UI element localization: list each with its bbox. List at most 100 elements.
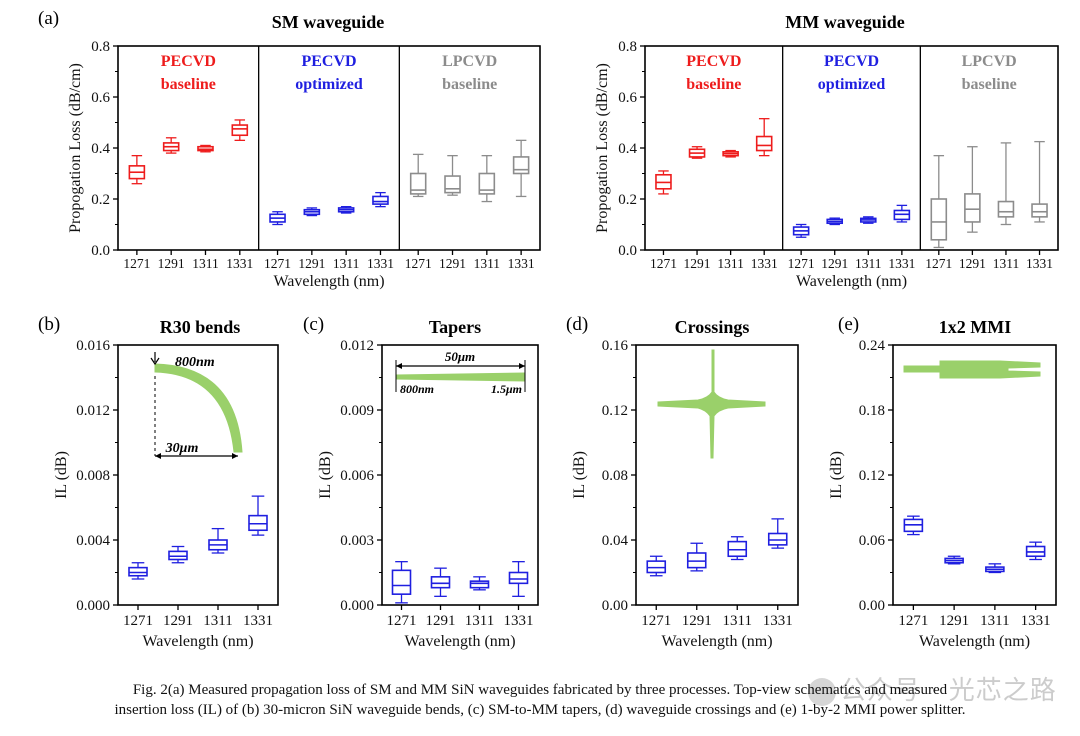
x-tick-label: 1291 (298, 256, 325, 271)
x-tick-label: 1271 (788, 256, 815, 271)
x-tick-label: 1291 (821, 256, 848, 271)
width-arrow (150, 352, 160, 366)
box-1271 (391, 561, 412, 604)
box-iqr (964, 193, 981, 223)
y-tick-label: 0.2 (618, 192, 637, 208)
box-1291 (686, 542, 707, 572)
wechat-icon (808, 677, 836, 706)
box-iqr (168, 550, 188, 561)
group-label-process: PECVD (161, 53, 216, 70)
chart-title: 1x2 MMI (939, 317, 1011, 337)
y-tick-label: 0.4 (91, 141, 110, 157)
box-iqr (372, 195, 389, 205)
panel-label: (b) (38, 314, 60, 335)
figure-caption: Fig. 2(a) Measured propagation loss of S… (0, 680, 1080, 720)
box-1291 (430, 567, 451, 597)
x-axis-label: Wavelength (nm) (919, 633, 1030, 650)
y-tick-label: 0.006 (340, 468, 374, 484)
y-tick-label: 0.012 (76, 403, 110, 419)
schematic-bend: 800nm 30μm (150, 352, 243, 459)
bend-waveguide (154, 363, 243, 453)
chart-title: SM waveguide (272, 12, 385, 32)
y-axis-label: IL (dB) (53, 451, 70, 499)
panel-label: (e) (838, 314, 859, 335)
box-1311 (208, 527, 228, 554)
chart-title: Tapers (429, 317, 481, 337)
x-tick-label: 1331 (243, 613, 273, 629)
box-iqr (646, 560, 667, 574)
y-tick-label: 0.4 (618, 141, 637, 157)
y-tick-label: 0.08 (602, 468, 628, 484)
x-tick-label: 1311 (203, 613, 232, 629)
y-axis-label: Propogation Loss (dB/cm) (67, 63, 84, 233)
plot-frame (892, 344, 1057, 606)
panel-label: (c) (303, 314, 324, 335)
y-tick-label: 0.016 (76, 338, 110, 354)
box-iqr (430, 576, 451, 589)
box-iqr (391, 569, 412, 595)
group-label-process: PECVD (301, 53, 356, 70)
chart-c: 0.000 0.003 0.006 0.009 0.012 Tapers (c) IL (dB… (303, 314, 539, 650)
box-optimized-1291 (826, 217, 844, 226)
x-tick-label: 1311 (723, 613, 752, 629)
x-tick-label: 1271 (650, 256, 677, 271)
group-label-variant: optimized (818, 76, 886, 93)
caption-line-2: insertion loss (IL) of (b) 30-micron SiN… (114, 702, 966, 718)
y-tick-label: 0.12 (602, 403, 628, 419)
mmi-splitter (903, 360, 1041, 379)
y-axis-label: IL (dB) (571, 451, 588, 499)
y-tick-label: 0.6 (618, 90, 637, 106)
x-tick-label: 1271 (123, 256, 150, 271)
box-iqr (930, 198, 948, 241)
schematic-taper: 50μm 800nm 1.5μm (395, 349, 526, 396)
plot-frame (117, 344, 279, 606)
y-tick-label: 0.009 (340, 403, 374, 419)
plot-frame (635, 344, 799, 606)
x-tick-label: 1271 (925, 256, 952, 271)
x-tick-label: 1311 (333, 256, 360, 271)
box-iqr (248, 514, 268, 532)
y-tick-label: 0.0 (91, 243, 110, 259)
taper-waveguide (395, 372, 526, 382)
box-iqr (767, 532, 788, 546)
group-label-process: LPCVD (442, 53, 497, 70)
chart-a-sm: 0.0 0.2 0.4 0.6 0.8 SM waveguide (a) Propogatio… (38, 8, 541, 290)
schematic-mmi (903, 360, 1041, 379)
box-1271 (128, 562, 148, 580)
box-iqr (755, 135, 773, 152)
box-optimized-1271 (792, 223, 810, 238)
y-tick-label: 0.004 (76, 533, 110, 549)
group-label-process: PECVD (686, 53, 741, 70)
box-baseline-1291 (162, 137, 180, 154)
box-baseline-1271 (930, 154, 948, 249)
x-tick-label: 1331 (751, 256, 778, 271)
y-tick-label: 0.012 (340, 338, 374, 354)
x-tick-label: 1331 (1026, 256, 1053, 271)
watermark-text: 公众号 · 光芯之路 (840, 676, 1057, 706)
box-1331 (508, 561, 529, 597)
box-baseline-1311 (478, 154, 496, 203)
box-1331 (248, 495, 268, 536)
x-tick-label: 1291 (684, 256, 711, 271)
box-iqr (997, 200, 1015, 218)
chart-title: R30 bends (160, 317, 241, 337)
x-tick-label: 1331 (226, 256, 253, 271)
box-baseline-1311 (197, 144, 214, 153)
schematic-label: 800nm (400, 382, 434, 396)
box-1291 (944, 555, 964, 565)
panel-label: (d) (566, 314, 588, 335)
x-tick-label: 1311 (717, 256, 744, 271)
x-tick-label: 1331 (763, 613, 793, 629)
x-tick-label: 1291 (163, 613, 193, 629)
y-tick-label: 0.16 (602, 338, 629, 354)
box-1311 (469, 576, 490, 591)
box-iqr (409, 172, 427, 195)
box-1311 (985, 563, 1005, 574)
schematic-crossing (657, 349, 766, 459)
x-tick-label: 1291 (439, 256, 466, 271)
x-tick-label: 1271 (641, 613, 671, 629)
box-iqr (1031, 203, 1048, 218)
box-iqr (508, 571, 529, 585)
group-label-process: LPCVD (962, 53, 1017, 70)
box-optimized-1331 (372, 191, 389, 208)
